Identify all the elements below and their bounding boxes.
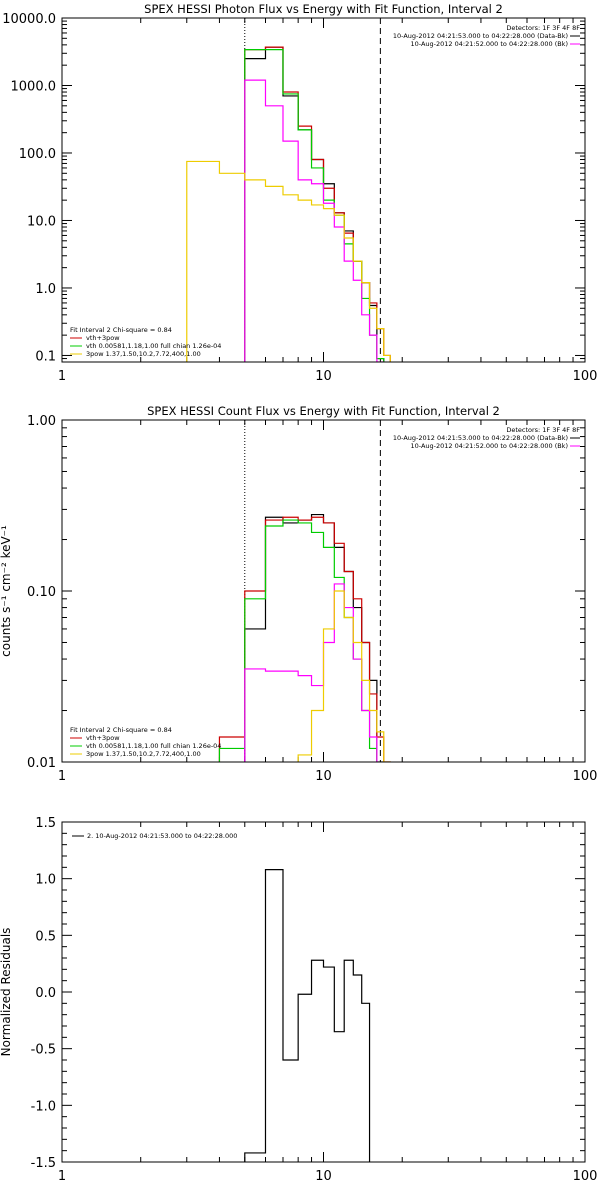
y-tick-label: 1.5 <box>35 816 56 831</box>
plot-frame <box>61 17 586 363</box>
x-tick-label: 100 <box>573 369 598 384</box>
x-tick-label: 1 <box>58 1169 66 1184</box>
x-tick-label: 10 <box>315 1169 332 1184</box>
legend-title: Fit Interval 2 Chi-square = 0.84 <box>70 326 172 334</box>
series-group <box>244 869 371 1162</box>
detectors-label: Detectors: 1F 3F 4F 8F <box>506 426 580 434</box>
series-line-4 <box>244 583 378 762</box>
series-line-5 <box>186 160 391 362</box>
y-axis-label: Normalized Residuals <box>0 928 13 1057</box>
y-tick-label: 0.5 <box>35 929 56 944</box>
y-tick-label: 0.10 <box>27 585 56 600</box>
x-tick-label: 1 <box>58 369 66 384</box>
panel-3: Normalized Residuals 1 10 100 -1.5 -1.0 -0.5 0.… <box>0 816 597 1184</box>
panel-1: SPEX HESSI Photon Flux vs Energy with Fi… <box>2 2 597 384</box>
legend-entry: 3pow 1.37,1.50,10.2,7.72,400,1.00 <box>86 350 201 358</box>
y-tick-label: 0.1 <box>35 349 56 364</box>
series-line-1 <box>244 869 371 1162</box>
x-tick-label: 100 <box>573 769 598 784</box>
series-line-2 <box>244 46 391 362</box>
plot-frame <box>61 419 586 763</box>
series-line-4 <box>244 79 385 362</box>
x-tick-label: 10 <box>315 369 332 384</box>
y-tick-label: 1.00 <box>27 414 56 429</box>
y-tick-label: 10.0 <box>27 214 56 229</box>
y-tick-label: -1.0 <box>31 1099 56 1114</box>
y-tick-label: 100.0 <box>19 147 56 162</box>
x-tick-label: 1 <box>58 769 66 784</box>
legend-entry: 2. 10-Aug-2012 04:21:53.000 to 04:22:28.… <box>87 832 237 840</box>
legend-entry: 3pow 1.37,1.50,10.2,7.72,400,1.00 <box>86 750 201 758</box>
plot-frame <box>61 821 586 1163</box>
detectors-label: Detectors: 1F 3F 4F 8F <box>506 24 580 32</box>
chart-title: SPEX HESSI Count Flux vs Energy with Fit… <box>147 404 500 418</box>
y-tick-label: 0.01 <box>27 756 56 771</box>
interval-label: 10-Aug-2012 04:21:53.000 to 04:22:28.000… <box>393 32 568 40</box>
y-tick-label: 1.0 <box>35 873 56 888</box>
y-axis-label: counts s⁻¹ cm⁻² keV⁻¹ <box>0 525 13 657</box>
chart-title: SPEX HESSI Photon Flux vs Energy with Fi… <box>144 2 503 16</box>
x-tick-label: 10 <box>315 769 332 784</box>
background-label: 10-Aug-2012 04:21:52.000 to 04:22:28.000… <box>411 442 568 450</box>
legend-entry: vth 0.00581,1.18,1.00 full chian 1.26e-0… <box>86 742 221 750</box>
legend-entry: vth 0.00581,1.18,1.00 full chian 1.26e-0… <box>86 342 221 350</box>
legend-entry: vth+3pow <box>86 734 120 742</box>
panel-2: SPEX HESSI Count Flux vs Energy with Fit… <box>0 404 597 784</box>
y-tick-label: -0.5 <box>31 1043 56 1058</box>
y-tick-label: 10000.0 <box>2 12 56 27</box>
y-tick-label: 1.0 <box>35 282 56 297</box>
y-tick-label: 0.0 <box>35 986 56 1001</box>
y-tick-label: -1.5 <box>31 1156 56 1171</box>
legend-title: Fit Interval 2 Chi-square = 0.84 <box>70 726 172 734</box>
legend-entry: vth+3pow <box>86 334 120 342</box>
series-group <box>218 513 391 762</box>
background-label: 10-Aug-2012 04:21:52.000 to 04:22:28.000… <box>411 40 568 48</box>
x-tick-label: 100 <box>573 1169 598 1184</box>
series-group <box>186 46 391 362</box>
y-tick-label: 1000.0 <box>11 79 57 94</box>
interval-label: 10-Aug-2012 04:21:53.000 to 04:22:28.000… <box>393 434 568 442</box>
series-line-5 <box>297 590 391 762</box>
